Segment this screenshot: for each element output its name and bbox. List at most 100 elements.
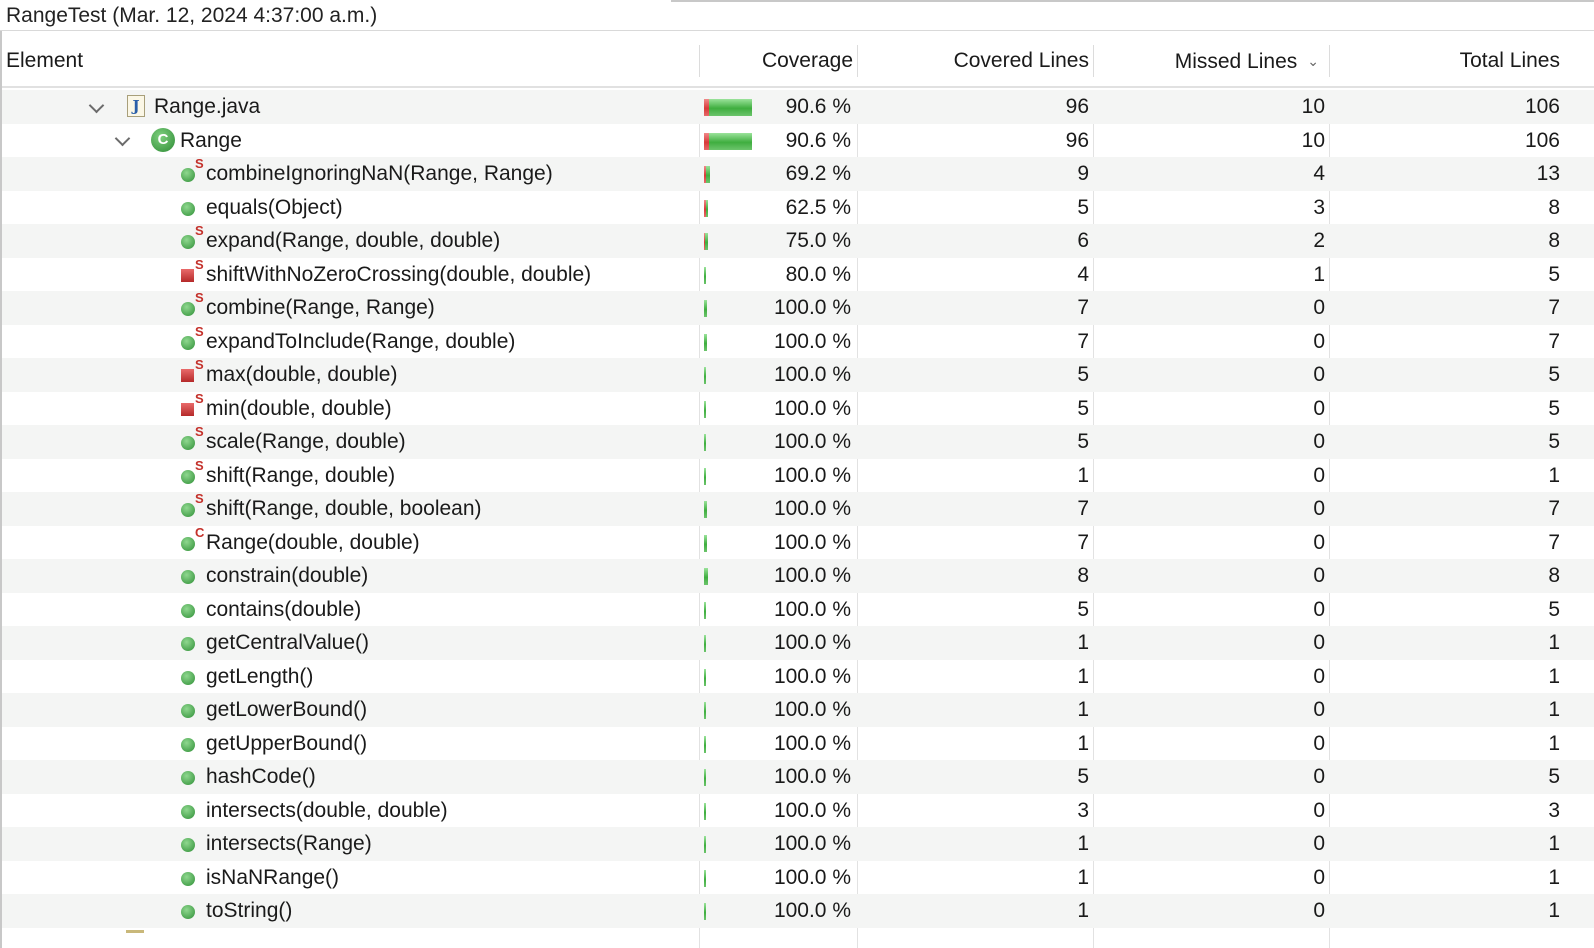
coverage-percent: 80.0 % [785,262,851,286]
coverage-bar-missed [704,233,705,250]
total-lines: 1 [1548,698,1560,721]
missed-lines: 0 [1313,329,1325,353]
tree-row-method[interactable]: isNaNRange() 100.0 % 1 0 1 [2,861,1594,895]
total-lines: 5 [1548,430,1560,453]
covered-lines: 9 [1077,162,1089,185]
total-lines: 7 [1548,296,1560,319]
covered-lines: 6 [1077,229,1089,252]
static-badge-icon: S [195,357,204,372]
coverage-bar-covered [704,367,706,384]
tree-row-method[interactable]: toString() 100.0 % 1 0 1 [2,894,1594,928]
tree-row-method[interactable]: getUpperBound() 100.0 % 1 0 1 [2,727,1594,761]
element-name: equals(Object) [206,195,343,219]
tree-row-method[interactable]: getCentralValue() 100.0 % 1 0 1 [2,626,1594,660]
missed-lines: 0 [1313,765,1325,788]
column-divider[interactable] [1329,45,1330,77]
public-method-glyph [181,503,195,517]
tree-row-method[interactable]: C Range(double, double) 100.0 % 7 0 7 [2,525,1594,560]
column-header-covered-lines[interactable]: Covered Lines [858,31,1093,86]
tree-row-method[interactable]: equals(Object) 62.5 % 5 3 8 [2,191,1594,225]
element-name: isNaNRange() [206,865,340,889]
coverage-bar-covered [704,769,706,786]
missed-lines: 0 [1313,363,1325,386]
coverage-bar-covered [706,166,710,183]
column-header-coverage[interactable]: Coverage [700,31,857,86]
static-badge-icon: S [195,323,204,339]
tree-row-method[interactable]: getLowerBound() 100.0 % 1 0 1 [2,693,1594,727]
coverage-bar [704,702,706,719]
tree-row-method[interactable]: getLength() 100.0 % 1 0 1 [2,660,1594,694]
covered-lines: 1 [1077,463,1089,487]
tree-row-method[interactable]: intersects(Range) 100.0 % 1 0 1 [2,827,1594,861]
column-header-missed-lines[interactable]: Missed Lines ⌄ [1094,31,1329,86]
tree-row-method[interactable]: contains(double) 100.0 % 5 0 5 [2,593,1594,627]
expand-chevron-icon[interactable] [86,90,106,124]
coverage-bar-covered [704,635,706,652]
element-name: max(double, double) [206,363,398,386]
missed-lines: 0 [1313,597,1325,621]
element-name: constrain(double) [206,564,369,587]
missed-lines: 0 [1313,798,1325,822]
coverage-bar-covered [704,266,706,284]
public-method-glyph [181,436,195,450]
covered-lines: 1 [1077,832,1089,855]
public-method-glyph [181,737,195,752]
column-divider[interactable] [857,45,858,77]
total-lines: 1 [1548,832,1560,855]
column-header-missed-lines-label: Missed Lines [1174,50,1298,73]
covered-lines: 5 [1077,195,1089,219]
tree-row-file[interactable]: J Range.java 90.6 % 96 10 106 [2,90,1594,124]
total-lines: 5 [1548,597,1560,621]
coverage-bar-missed [704,199,706,217]
public-method-glyph [181,771,195,785]
covered-lines: 3 [1077,798,1089,822]
tree-row-method[interactable]: constrain(double) 100.0 % 8 0 8 [2,559,1594,593]
total-lines: 1 [1548,664,1560,688]
coverage-percent: 100.0 % [773,329,851,353]
private-method-icon: S [176,391,204,426]
column-header-total-lines[interactable]: Total Lines [1330,31,1564,86]
coverage-bar-covered [704,903,706,920]
public-method-glyph [181,302,195,316]
covered-lines: 5 [1077,396,1089,420]
total-lines: 8 [1548,564,1560,587]
static-badge-icon: S [195,457,204,473]
column-divider[interactable] [1093,45,1094,77]
total-lines: 8 [1548,229,1560,252]
coverage-percent: 100.0 % [773,698,851,721]
column-header-element[interactable]: Element [2,31,699,86]
public-method-icon [176,191,202,225]
element-name: min(double, double) [206,396,392,420]
coverage-bar [704,233,708,250]
covered-lines: 1 [1077,899,1089,922]
column-divider[interactable] [699,45,700,77]
element-name: shift(Range, double, boolean) [206,497,482,520]
missed-lines: 0 [1313,497,1325,520]
public-method-icon [176,861,202,895]
public-method-icon: S [176,457,204,493]
element-name: getCentralValue() [206,631,370,654]
covered-lines: 96 [1065,128,1089,152]
tree-row-method[interactable]: hashCode() 100.0 % 5 0 5 [2,760,1594,794]
coverage-bar [704,903,706,920]
session-bar: RangeTest (Mar. 12, 2024 4:37:00 a.m.) [0,0,1594,31]
coverage-percent: 100.0 % [773,731,851,755]
column-header-element-label: Element [6,49,84,72]
tree-row-class[interactable]: C Range 90.6 % 96 10 106 [2,124,1594,158]
missed-lines: 3 [1313,195,1325,219]
total-lines: 1 [1548,865,1560,889]
missed-lines: 0 [1313,463,1325,487]
expand-chevron-icon[interactable] [112,124,132,158]
coverage-bar [704,501,707,518]
tree-row-method[interactable]: intersects(double, double) 100.0 % 3 0 3 [2,794,1594,828]
